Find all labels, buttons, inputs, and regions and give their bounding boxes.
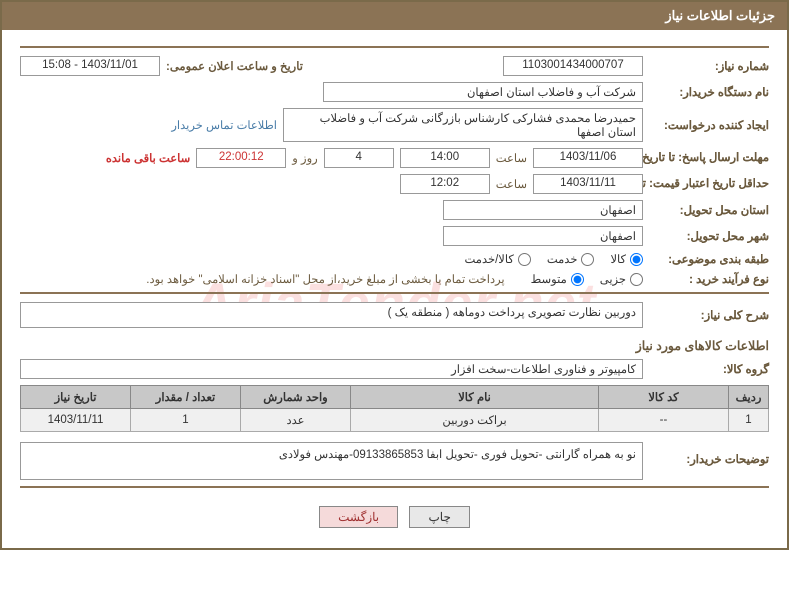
deadline-countdown: 22:00:12 [196, 148, 286, 168]
category-radio-group: کالا خدمت کالا/خدمت [465, 252, 644, 266]
price-validity-time: 12:02 [400, 174, 490, 194]
category-option-0[interactable]: کالا [610, 252, 643, 266]
deadline-date: 1403/11/06 [533, 148, 643, 168]
process-radio-0[interactable] [630, 273, 643, 286]
row-need-number: شماره نیاز: 1103001434000707 تاریخ و ساع… [20, 56, 769, 76]
goods-group-value: کامپیوتر و فناوری اطلاعات-سخت افزار [20, 359, 643, 379]
goods-section-title: اطلاعات کالاهای مورد نیاز [20, 338, 769, 353]
deadline-days: 4 [324, 148, 394, 168]
col-code: کد کالا [599, 386, 729, 409]
category-radio-2[interactable] [518, 253, 531, 266]
process-radio-1[interactable] [571, 273, 584, 286]
content-area: شماره نیاز: 1103001434000707 تاریخ و ساع… [2, 30, 787, 548]
col-qty: تعداد / مقدار [131, 386, 241, 409]
price-validity-date: 1403/11/11 [533, 174, 643, 194]
category-option-2[interactable]: کالا/خدمت [465, 252, 531, 266]
buyer-contact-link[interactable]: اطلاعات تماس خریدار [171, 118, 277, 132]
back-button[interactable]: بازگشت [319, 506, 398, 528]
category-label: طبقه بندی موضوعی: [649, 252, 769, 266]
buyer-notes-value: نو به همراه گارانتی -تحویل فوری -تحویل ا… [20, 442, 643, 480]
deadline-remaining-label: ساعت باقی مانده [106, 151, 190, 165]
category-option-1-label: خدمت [547, 252, 578, 266]
page-title: جزئیات اطلاعات نیاز [665, 8, 775, 23]
process-option-0[interactable]: جزیی [600, 272, 643, 286]
col-need-date: تاریخ نیاز [21, 386, 131, 409]
category-option-2-label: کالا/خدمت [465, 252, 514, 266]
delivery-city-value: اصفهان [443, 226, 643, 246]
general-desc-label: شرح کلی نیاز: [649, 308, 769, 322]
row-purchase-process: نوع فرآیند خرید : جزیی متوسط پرداخت تمام… [20, 272, 769, 286]
goods-group-label: گروه کالا: [649, 362, 769, 376]
process-option-1-label: متوسط [531, 272, 567, 286]
need-number-value: 1103001434000707 [503, 56, 643, 76]
delivery-province-value: اصفهان [443, 200, 643, 220]
cell-row-num: 1 [729, 409, 769, 432]
col-row-num: ردیف [729, 386, 769, 409]
table-row: 1 -- براکت دوربین عدد 1 1403/11/11 [21, 409, 769, 432]
row-delivery-province: استان محل تحویل: اصفهان [20, 200, 769, 220]
category-radio-1[interactable] [581, 253, 594, 266]
purchase-process-radio-group: جزیی متوسط [531, 272, 643, 286]
requester-label: ایجاد کننده درخواست: [649, 118, 769, 132]
buyer-org-value: شرکت آب و فاضلاب استان اصفهان [323, 82, 643, 102]
row-deadline: مهلت ارسال پاسخ: تا تاریخ: 1403/11/06 سا… [20, 148, 769, 168]
row-delivery-city: شهر محل تحویل: اصفهان [20, 226, 769, 246]
separator-bottom [20, 486, 769, 488]
row-goods-group: گروه کالا: کامپیوتر و فناوری اطلاعات-سخت… [20, 359, 769, 379]
separator-top [20, 46, 769, 48]
row-requester: ایجاد کننده درخواست: حمیدرضا محمدی فشارک… [20, 108, 769, 142]
deadline-days-suffix: روز و [292, 151, 317, 165]
cell-qty: 1 [131, 409, 241, 432]
purchase-process-note: پرداخت تمام یا بخشی از مبلغ خرید،از محل … [146, 272, 504, 286]
price-validity-time-label: ساعت [496, 177, 527, 191]
announce-value: 1403/11/01 - 15:08 [20, 56, 160, 76]
buyer-notes-label: توضیحات خریدار: [649, 442, 769, 466]
deadline-time: 14:00 [400, 148, 490, 168]
header-bar: جزئیات اطلاعات نیاز [2, 2, 787, 30]
announce-label: تاریخ و ساعت اعلان عمومی: [166, 59, 303, 73]
row-buyer-notes: توضیحات خریدار: نو به همراه گارانتی -تحو… [20, 442, 769, 480]
row-category: طبقه بندی موضوعی: کالا خدمت کالا/خدمت [20, 252, 769, 266]
process-option-0-label: جزیی [600, 272, 626, 286]
price-validity-label: حداقل تاریخ اعتبار قیمت: تا تاریخ: [649, 177, 769, 192]
col-unit: واحد شمارش [241, 386, 351, 409]
category-option-1[interactable]: خدمت [547, 252, 595, 266]
cell-name: براکت دوربین [351, 409, 599, 432]
cell-need-date: 1403/11/11 [21, 409, 131, 432]
delivery-city-label: شهر محل تحویل: [649, 229, 769, 243]
print-button[interactable]: چاپ [409, 506, 469, 528]
category-radio-0[interactable] [630, 253, 643, 266]
need-number-label: شماره نیاز: [649, 59, 769, 73]
category-option-0-label: کالا [610, 252, 626, 266]
purchase-process-label: نوع فرآیند خرید : [649, 272, 769, 286]
col-name: نام کالا [351, 386, 599, 409]
main-frame: جزئیات اطلاعات نیاز شماره نیاز: 11030014… [0, 0, 789, 550]
goods-table: ردیف کد کالا نام کالا واحد شمارش تعداد /… [20, 385, 769, 432]
deadline-time-label: ساعت [496, 151, 527, 165]
delivery-province-label: استان محل تحویل: [649, 203, 769, 217]
general-desc-value: دوربین نظارت تصویری پرداخت دوماهه ( منطق… [20, 302, 643, 328]
process-option-1[interactable]: متوسط [531, 272, 584, 286]
deadline-label: مهلت ارسال پاسخ: تا تاریخ: [649, 151, 769, 166]
separator-mid [20, 292, 769, 294]
requester-value: حمیدرضا محمدی فشارکی کارشناس بازرگانی شر… [283, 108, 643, 142]
button-row: چاپ بازگشت [20, 496, 769, 534]
row-buyer-org: نام دستگاه خریدار: شرکت آب و فاضلاب استا… [20, 82, 769, 102]
cell-unit: عدد [241, 409, 351, 432]
row-general-desc: شرح کلی نیاز: دوربین نظارت تصویری پرداخت… [20, 302, 769, 328]
table-header-row: ردیف کد کالا نام کالا واحد شمارش تعداد /… [21, 386, 769, 409]
cell-code: -- [599, 409, 729, 432]
buyer-org-label: نام دستگاه خریدار: [649, 85, 769, 99]
row-price-validity: حداقل تاریخ اعتبار قیمت: تا تاریخ: 1403/… [20, 174, 769, 194]
